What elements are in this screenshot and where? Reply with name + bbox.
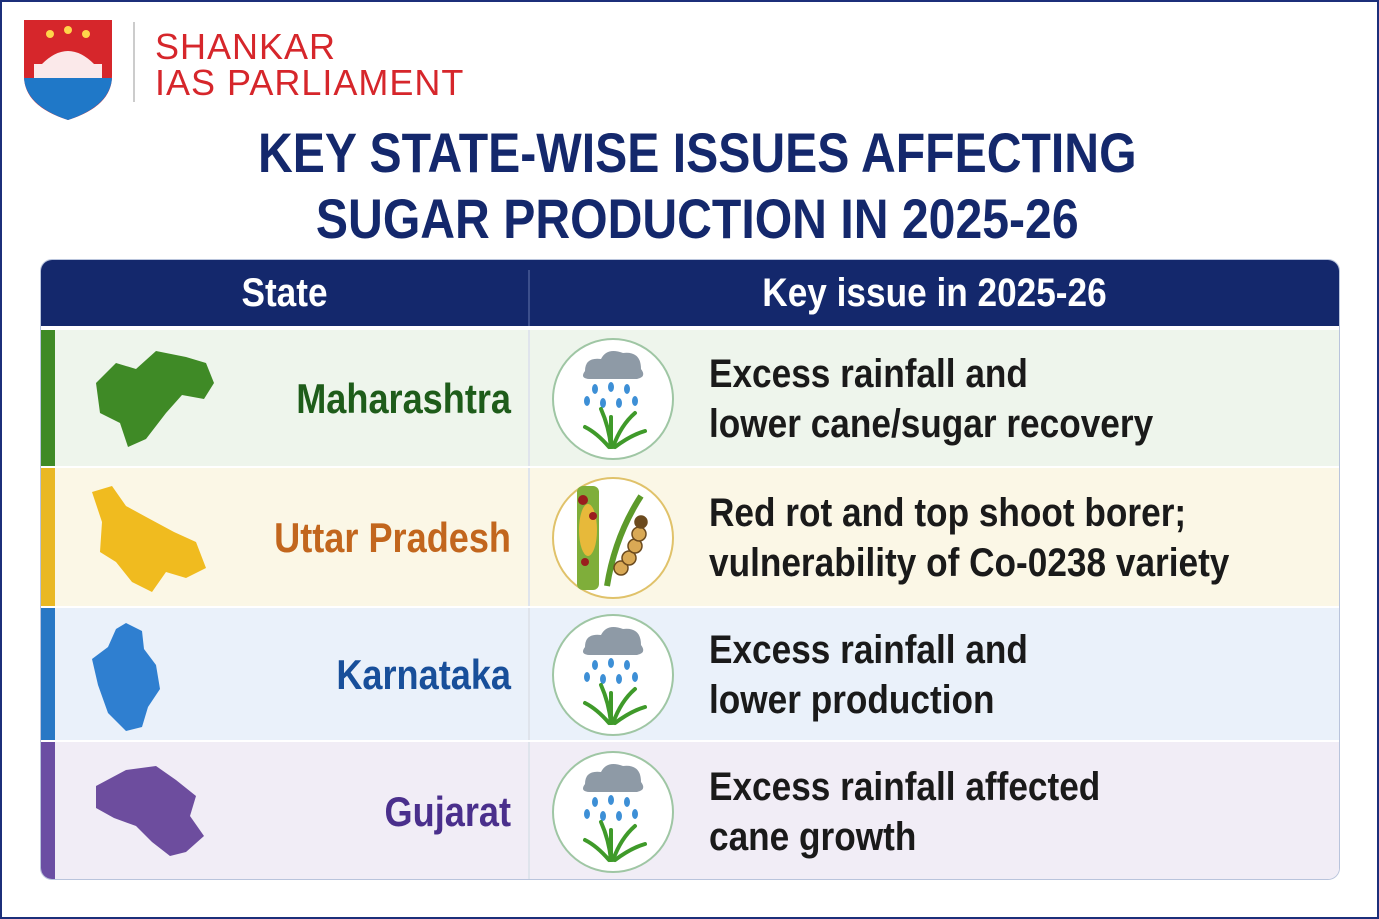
issue-line: cane growth <box>709 814 917 859</box>
issue-text: Red rot and top shoot borer; vulnerabili… <box>709 488 1229 588</box>
issue-text: Excess rainfall and lower cane/sugar rec… <box>709 349 1153 449</box>
row-accent <box>41 608 55 742</box>
state-map <box>96 765 204 856</box>
issue-line: Excess rainfall and <box>709 352 1028 396</box>
row-accent <box>41 468 55 608</box>
title: SUGAR PRODUCTION IN 2025-26 <box>315 187 1079 250</box>
row-accent <box>41 330 55 468</box>
table-row: Karnataka Excess rainfall and lower prod… <box>41 606 1339 742</box>
column-divider <box>528 608 530 742</box>
column-header: State <box>241 271 328 315</box>
issue-text: Excess rainfall affected cane growth <box>709 762 1100 862</box>
brand: SHANKAR <box>155 26 337 67</box>
table-row: Maharashtra Excess rainfall and lower ca… <box>41 328 1339 468</box>
column-divider <box>528 742 530 879</box>
issue-icon <box>552 750 674 873</box>
issue-text: Excess rainfall and lower production <box>709 625 1028 725</box>
state-name: Gujarat <box>384 787 511 835</box>
column-divider <box>528 330 530 468</box>
table-header: State Key issue in 2025-26 <box>41 260 1339 326</box>
logo <box>24 20 112 120</box>
issue-line: Excess rainfall and <box>709 628 1028 672</box>
state-map <box>96 351 214 447</box>
issue-icon <box>552 338 674 460</box>
title: KEY STATE-WISE ISSUES AFFECTING <box>257 121 1137 184</box>
state-map <box>92 623 160 731</box>
issue-line: lower cane/sugar recovery <box>709 402 1154 446</box>
table-row: Gujarat Excess rainfall affected cane gr… <box>41 740 1339 879</box>
issue-line: Excess rainfall affected <box>709 764 1101 809</box>
column-header: Key issue in 2025-26 <box>762 271 1107 315</box>
table-row: Uttar Pradesh Red rot and top shoot bore… <box>41 466 1339 608</box>
divider <box>133 22 135 102</box>
state-name: Maharashtra <box>296 375 511 422</box>
state-map <box>92 486 206 592</box>
issue-icon <box>552 614 674 736</box>
state-name: Karnataka <box>336 651 511 698</box>
table: State Key issue in 2025-26 Maharashtra E… <box>40 259 1340 880</box>
issue-icon <box>552 477 674 599</box>
row-accent <box>41 742 55 879</box>
issue-line: vulnerability of Co-0238 variety <box>709 541 1230 585</box>
brand: IAS PARLIAMENT <box>155 62 465 103</box>
issue-line: lower production <box>709 678 995 722</box>
column-divider <box>528 468 530 608</box>
state-name: Uttar Pradesh <box>274 514 511 561</box>
issue-line: Red rot and top shoot borer; <box>709 491 1187 535</box>
